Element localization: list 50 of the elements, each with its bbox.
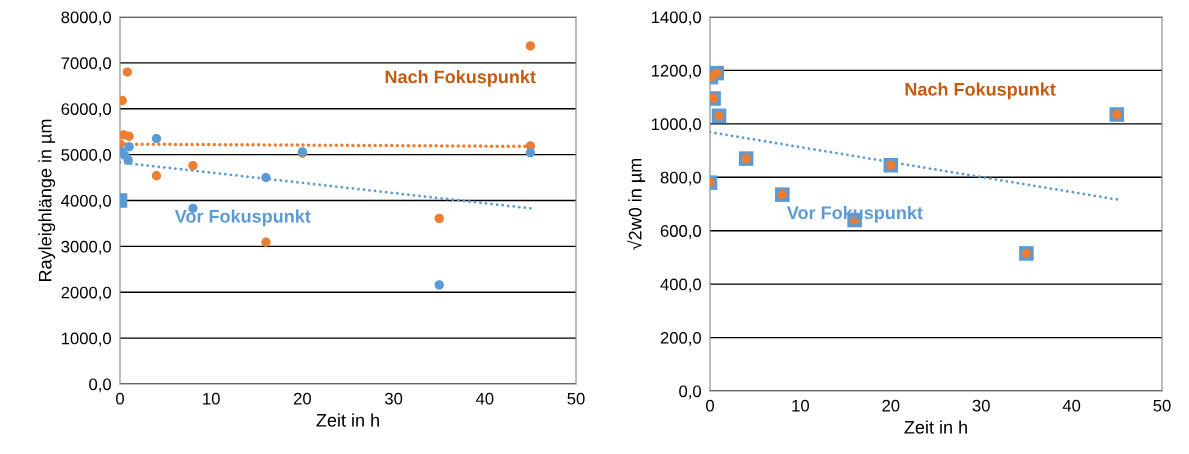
point bbox=[122, 67, 132, 77]
y-axis-title: √2w0 in µm bbox=[627, 158, 646, 250]
y-tick-label: 600,0 bbox=[660, 225, 702, 239]
x-axis-title: Zeit in h bbox=[316, 413, 379, 427]
y-tick-label: 1000,0 bbox=[61, 332, 112, 347]
point bbox=[434, 280, 444, 290]
y-tick-label: 800,0 bbox=[660, 171, 702, 186]
point bbox=[124, 131, 134, 141]
x-tick-label: 20 bbox=[293, 392, 312, 405]
x-tick-label: 40 bbox=[475, 392, 494, 405]
y-tick-label: 3000,0 bbox=[61, 240, 112, 255]
point bbox=[525, 148, 536, 158]
point bbox=[188, 160, 198, 171]
point bbox=[151, 171, 162, 181]
point bbox=[123, 155, 133, 165]
series-label: Nach Fokuspunkt bbox=[385, 69, 536, 87]
x-tick-label: 0 bbox=[706, 399, 714, 412]
x-tick-label: 10 bbox=[203, 392, 220, 405]
x-tick-label: 50 bbox=[1153, 399, 1171, 412]
y-tick-label: 400,0 bbox=[660, 278, 702, 293]
text: Nach Fokuspunkt bbox=[905, 82, 1056, 100]
y-axis-title: Rayleighlänge in µm bbox=[38, 119, 56, 281]
x-tick-label: 30 bbox=[972, 399, 990, 412]
series-label: Vor Fokuspunkt bbox=[786, 205, 923, 223]
x-tick-label: 0 bbox=[116, 392, 124, 405]
x-tick-label: 40 bbox=[1062, 399, 1081, 412]
x-axis-title: Zeit in h bbox=[904, 420, 967, 434]
y-tick-label: 1000,0 bbox=[651, 118, 702, 133]
y-tick-label: 1400,0 bbox=[651, 11, 702, 26]
x-tick-label: 20 bbox=[882, 399, 900, 412]
y-tick-label: 1200,0 bbox=[651, 64, 702, 79]
x-tick-label: 50 bbox=[567, 392, 585, 405]
y-tick-label: 0,0 bbox=[679, 385, 702, 400]
y-tick-label: 8000,0 bbox=[61, 11, 112, 26]
y-tick-label: 6000,0 bbox=[61, 103, 112, 117]
series-label: Vor Fokuspunkt bbox=[174, 209, 311, 227]
y-tick-label: 200,0 bbox=[660, 331, 702, 346]
y-tick-label: 0,0 bbox=[89, 378, 112, 393]
point bbox=[261, 237, 271, 247]
y-tick-label: 7000,0 bbox=[61, 57, 112, 72]
y-tick-label: 4000,0 bbox=[61, 194, 112, 209]
point bbox=[261, 172, 271, 183]
y-tick-label: 5000,0 bbox=[61, 149, 112, 163]
point bbox=[525, 41, 536, 51]
point bbox=[124, 142, 134, 152]
y-tick-label: 2000,0 bbox=[61, 286, 112, 301]
x-tick-label: 10 bbox=[792, 399, 810, 412]
point bbox=[151, 133, 162, 144]
x-tick-label: 30 bbox=[384, 392, 403, 405]
point bbox=[434, 213, 444, 224]
